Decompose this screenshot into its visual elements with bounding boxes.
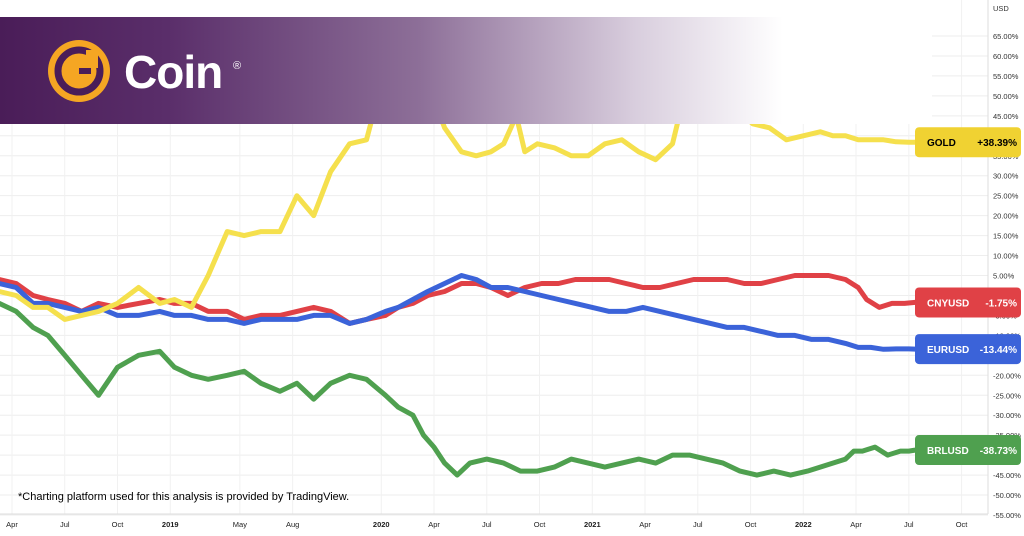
x-tick-label: Jul xyxy=(60,520,70,529)
x-tick-label: Apr xyxy=(6,520,18,529)
series-tag-cnyusd: CNYUSD -1.75% xyxy=(915,287,1021,318)
y-tick-label: -55.00% xyxy=(993,511,1021,520)
y-tick-label: 15.00% xyxy=(993,232,1019,241)
brand-name: Coin xyxy=(124,46,223,98)
series-line-gold xyxy=(0,65,918,322)
y-tick-label: 30.00% xyxy=(993,172,1019,181)
x-tick-label: Jul xyxy=(482,520,492,529)
y-tick-label: 65.00% xyxy=(993,32,1019,41)
series-tag-label: CNYUSD xyxy=(927,298,969,309)
x-tick-label: Apr xyxy=(850,520,862,529)
series-line-brlusd xyxy=(0,301,918,478)
x-tick-label: Oct xyxy=(956,520,969,529)
x-tick-label: May xyxy=(233,520,247,529)
series-tag-value: -38.73% xyxy=(980,446,1017,457)
banner-top-strip xyxy=(0,0,932,17)
y-tick-label: 20.00% xyxy=(993,212,1019,221)
chart-gridlines xyxy=(0,0,988,516)
series-tag-eurusd: EURUSD -13.44% xyxy=(915,334,1021,365)
brand-registered-mark: ® xyxy=(233,60,242,72)
x-tick-label: 2022 xyxy=(795,520,812,529)
x-axis: Apr Jul Oct 2019 May Aug 2020 Apr Jul Oct 2021 Apr J… xyxy=(0,513,988,529)
y-tick-label: -25.00% xyxy=(993,391,1021,400)
y-tick-label: -50.00% xyxy=(993,491,1021,500)
y-tick-label: -20.00% xyxy=(993,371,1021,380)
x-tick-label: Oct xyxy=(745,520,758,529)
y-tick-label: -30.00% xyxy=(993,411,1021,420)
y-tick-label: 10.00% xyxy=(993,252,1019,261)
chart-series: GOLD +38.39% CNYUSD -1.75% EURUSD -13.44% BRLU… xyxy=(0,65,1021,478)
series-tag-value: -13.44% xyxy=(980,345,1017,356)
series-tag-box xyxy=(915,435,1021,466)
y-tick-label: -45.00% xyxy=(993,471,1021,480)
series-tag-value: +38.39% xyxy=(977,138,1017,149)
y-tick-label: 45.00% xyxy=(993,112,1019,121)
y-tick-label: 60.00% xyxy=(993,52,1019,61)
x-tick-label: Oct xyxy=(112,520,125,529)
footnote: *Charting platform used for this analysi… xyxy=(18,491,350,503)
y-tick-label: 55.00% xyxy=(993,72,1019,81)
x-tick-label: 2020 xyxy=(373,520,390,529)
y-tick-label: 50.00% xyxy=(993,92,1019,101)
x-tick-label: 2021 xyxy=(584,520,601,529)
series-tag-box xyxy=(915,127,1021,158)
y-axis-unit: USD xyxy=(993,4,1009,13)
x-tick-label: Aug xyxy=(286,520,299,529)
x-tick-label: Jul xyxy=(904,520,914,529)
x-tick-label: Oct xyxy=(534,520,547,529)
coin-logo-icon xyxy=(48,40,110,102)
x-tick-label: 2019 xyxy=(162,520,179,529)
y-tick-label: 5.00% xyxy=(993,272,1015,281)
x-tick-label: Jul xyxy=(693,520,703,529)
series-tag-value: -1.75% xyxy=(985,298,1017,309)
series-tag-box xyxy=(915,334,1021,365)
y-tick-label: 25.00% xyxy=(993,192,1019,201)
series-line-eurusd xyxy=(0,273,918,352)
series-tag-gold: GOLD +38.39% xyxy=(915,127,1021,158)
x-tick-label: Apr xyxy=(639,520,651,529)
x-tick-label: Apr xyxy=(428,520,440,529)
series-tag-box xyxy=(915,287,1021,318)
series-tag-brlusd: BRLUSD -38.73% xyxy=(915,435,1021,466)
series-tag-label: GOLD xyxy=(927,138,956,149)
series-tag-label: BRLUSD xyxy=(927,446,969,457)
series-tag-label: EURUSD xyxy=(927,345,969,356)
